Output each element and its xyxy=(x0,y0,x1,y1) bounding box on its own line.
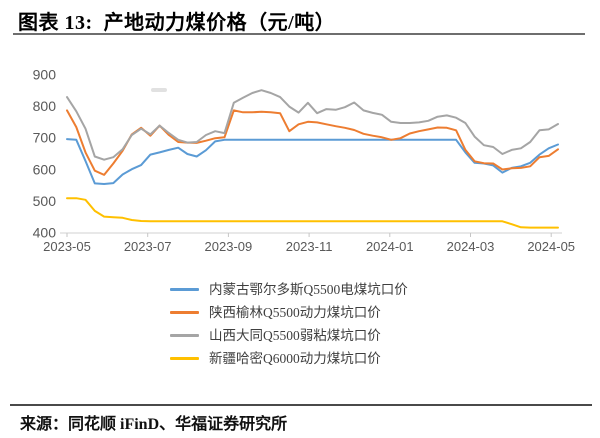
legend-item-xinjiang-hami: 新疆哈密Q6000动力煤坑口价 xyxy=(170,350,408,367)
x-tick-label: 2024-01 xyxy=(366,239,414,254)
source-note: 来源：同花顺 iFinD、华福证券研究所 xyxy=(20,416,288,433)
series-line-2 xyxy=(66,89,559,161)
chart-caption: 图表 13: 产地动力煤价格（元/吨） xyxy=(18,12,336,34)
blue-line-swatch-icon xyxy=(170,288,199,291)
legend-label: 陕西榆林Q5500动力煤坑口价 xyxy=(209,305,381,320)
x-tick-label: 2023-07 xyxy=(124,239,172,254)
price-chart: 2023-05 2023-07 2023-09 2023-11 2024-01 2024-… xyxy=(33,67,575,255)
gray-line-swatch-icon xyxy=(170,334,199,337)
series-line-3 xyxy=(66,197,559,229)
x-tick-label: 2023-11 xyxy=(286,239,333,254)
chart-legend: 内蒙古鄂尔多斯Q5500电煤坑口价 陕西榆林Q5500动力煤坑口价 山西大同Q5… xyxy=(170,281,408,367)
y-tick-label: 900 xyxy=(33,67,57,83)
y-tick-label: 500 xyxy=(33,193,57,209)
caption-divider xyxy=(13,33,585,35)
faint-watermark-artifact xyxy=(151,88,167,92)
x-tick-label: 2024-03 xyxy=(447,239,495,254)
series-line-0 xyxy=(66,138,559,185)
y-tick-label: 600 xyxy=(33,161,57,177)
footer-divider xyxy=(10,404,592,406)
orange-line-swatch-icon xyxy=(170,311,199,314)
y-tick-label: 700 xyxy=(33,130,57,146)
legend-label: 新疆哈密Q6000动力煤坑口价 xyxy=(209,351,381,366)
legend-item-neimenggu: 内蒙古鄂尔多斯Q5500电煤坑口价 xyxy=(170,281,408,298)
legend-item-shanxi-yulin: 陕西榆林Q5500动力煤坑口价 xyxy=(170,304,408,321)
legend-label: 山西大同Q5500弱粘煤坑口价 xyxy=(209,328,381,343)
y-tick-label: 400 xyxy=(33,225,57,241)
price-chart-svg: 2023-05 2023-07 2023-09 2023-11 2024-01 2024-… xyxy=(33,67,575,255)
x-tick-label: 2023-09 xyxy=(205,239,253,254)
legend-item-shanxi-datong: 山西大同Q5500弱粘煤坑口价 xyxy=(170,327,408,344)
x-tick-label: 2023-05 xyxy=(43,239,91,254)
legend-label: 内蒙古鄂尔多斯Q5500电煤坑口价 xyxy=(209,282,408,297)
yellow-line-swatch-icon xyxy=(170,357,199,360)
x-tick-label: 2024-05 xyxy=(527,239,575,254)
y-tick-label: 800 xyxy=(33,98,57,114)
